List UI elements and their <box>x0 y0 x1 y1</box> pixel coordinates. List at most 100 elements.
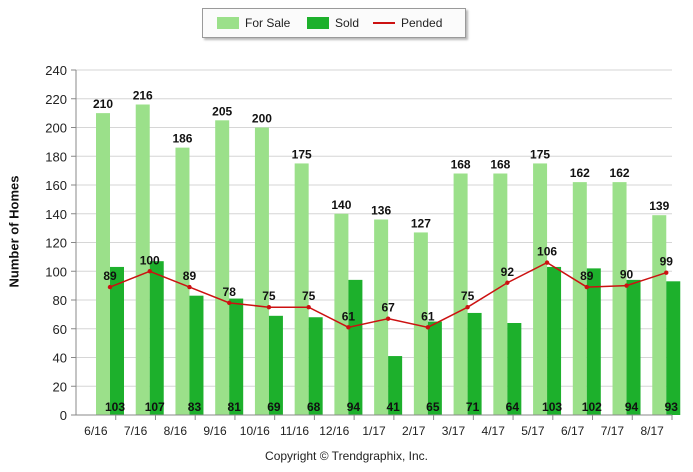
data-label-pended: 99 <box>660 255 674 269</box>
y-tick-label: 20 <box>53 379 67 394</box>
y-tick-label: 160 <box>45 178 67 193</box>
bar-for-sale <box>135 104 150 415</box>
bar-sold <box>666 281 681 415</box>
pended-point <box>385 316 391 321</box>
data-label-pended: 89 <box>183 269 197 283</box>
x-tick-label: 12/16 <box>319 424 349 438</box>
pended-point <box>227 300 232 306</box>
pended-point <box>266 304 272 310</box>
x-tick-label: 11/16 <box>280 424 309 438</box>
legend-item-for-sale: For Sale <box>217 9 290 37</box>
grid <box>76 69 672 416</box>
y-tick-label: 40 <box>53 351 67 366</box>
data-label-pended: 90 <box>620 268 634 282</box>
data-label-sold: 103 <box>542 400 562 414</box>
bar-sold <box>348 279 363 415</box>
pended-point <box>505 280 510 285</box>
copyright-text: Copyright © Trendgraphix, Inc. <box>265 449 428 463</box>
bar-for-sale <box>453 173 468 415</box>
data-label-pended: 75 <box>262 289 276 303</box>
pended-point <box>465 304 470 310</box>
data-label-for-sale: 168 <box>451 158 471 172</box>
x-tick-label: 4/17 <box>482 424 506 438</box>
pended-line <box>107 260 669 330</box>
data-label-for-sale: 186 <box>172 132 192 146</box>
bar-for-sale <box>572 182 587 415</box>
x-tick-label: 8/17 <box>640 424 664 438</box>
data-label-sold: 81 <box>228 400 242 414</box>
legend: For Sale Sold Pended <box>202 8 466 38</box>
y-tick-label: 100 <box>45 264 67 279</box>
bar-sold <box>586 268 601 415</box>
data-label-pended: 75 <box>461 289 475 303</box>
data-label-sold: 41 <box>386 400 400 414</box>
bar-for-sale <box>294 163 309 415</box>
bar-sold <box>149 261 164 415</box>
data-label-pended: 61 <box>342 309 356 323</box>
legend-label-pended: Pended <box>401 16 443 30</box>
y-tick-label: 180 <box>45 149 67 164</box>
pended-swatch <box>373 22 395 24</box>
x-tick-label: 7/16 <box>124 424 148 438</box>
pended-point <box>664 270 669 275</box>
bar-sold <box>547 266 562 415</box>
bar-for-sale <box>334 213 349 415</box>
y-tick-label: 0 <box>60 408 67 423</box>
data-label-for-sale: 168 <box>490 158 510 172</box>
data-label-for-sale: 200 <box>252 112 272 126</box>
x-tick-label: 6/16 <box>84 424 108 438</box>
bar-sold <box>308 317 323 415</box>
data-label-pended: 89 <box>103 269 117 283</box>
x-tick-label: 9/16 <box>203 424 227 438</box>
pended-point <box>544 260 550 265</box>
sold-swatch <box>307 17 329 29</box>
data-label-for-sale: 139 <box>649 199 669 213</box>
bar-sold <box>268 315 283 415</box>
x-tick-label: 1/17 <box>362 424 386 438</box>
data-label-for-sale: 210 <box>93 97 113 111</box>
x-tick-label: 2/17 <box>402 424 426 438</box>
data-label-sold: 64 <box>506 400 520 414</box>
data-label-for-sale: 175 <box>292 147 312 161</box>
pended-point <box>187 284 192 290</box>
x-tick-label: 7/17 <box>601 424 625 438</box>
bar-sold <box>388 356 403 415</box>
bar-for-sale <box>493 173 508 415</box>
pended-point <box>346 325 351 330</box>
bar-sold <box>467 312 482 415</box>
data-label-sold: 107 <box>145 400 165 414</box>
bars <box>96 104 681 415</box>
data-label-pended: 106 <box>537 245 557 259</box>
y-tick-label: 240 <box>45 63 67 78</box>
data-label-for-sale: 175 <box>530 147 550 161</box>
bar-sold <box>427 321 442 415</box>
pended-point <box>425 325 431 330</box>
data-labels: 210 103 216 107 186 83 205 81 200 69 175 68 140 94 136… <box>93 89 678 415</box>
data-label-for-sale: 162 <box>610 166 630 180</box>
bar-for-sale <box>533 163 548 415</box>
y-tick-label: 220 <box>45 92 67 107</box>
x-tick-label: 8/16 <box>164 424 188 438</box>
pended-point <box>624 283 629 288</box>
data-label-pended: 78 <box>223 285 237 299</box>
bar-sold <box>189 295 204 415</box>
bar-for-sale <box>652 215 667 415</box>
y-tick-label: 140 <box>45 207 67 222</box>
pended-point <box>584 284 589 290</box>
bar-for-sale <box>96 113 110 415</box>
y-tick-label: 60 <box>53 322 67 337</box>
x-tick-label: 10/16 <box>240 424 270 438</box>
y-tick-label: 80 <box>53 293 67 308</box>
pended-point <box>147 269 152 274</box>
bar-for-sale <box>612 182 627 415</box>
bar-sold <box>507 323 522 415</box>
legend-item-sold: Sold <box>307 9 359 37</box>
bar-sold <box>626 279 641 415</box>
y-axis-label: Number of Homes <box>6 175 22 288</box>
data-label-for-sale: 136 <box>371 204 391 218</box>
data-label-for-sale: 216 <box>133 89 153 103</box>
data-label-sold: 83 <box>188 400 202 414</box>
legend-item-pended: Pended <box>373 9 442 37</box>
bar-sold <box>229 298 244 415</box>
